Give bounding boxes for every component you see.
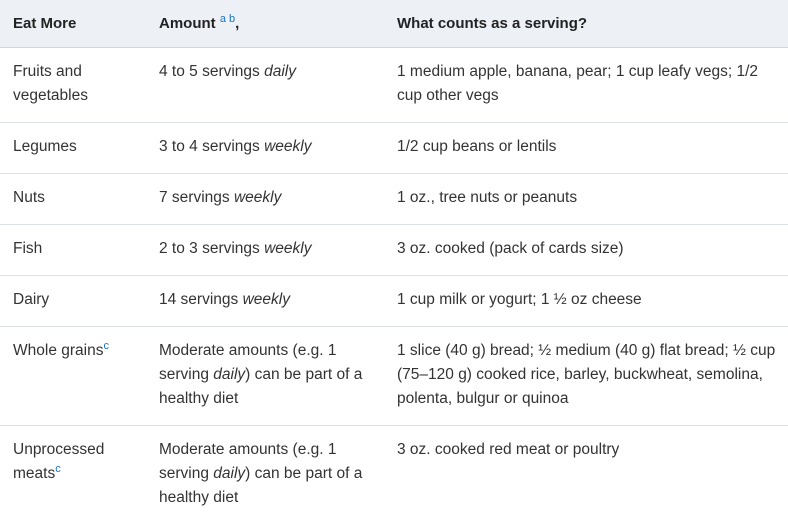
header-amount: Amount a b, [146,0,384,48]
amount-text: 14 servings [159,291,243,308]
cell-serving: 1 oz., tree nuts or peanuts [384,174,788,225]
amount-frequency: daily [213,366,245,383]
cell-amount: Moderate amounts (e.g. 1 serving daily) … [146,426,384,524]
cell-serving: 1/2 cup beans or lentils [384,123,788,174]
cell-food: Unprocessed meatsc [0,426,146,524]
cell-food: Legumes [0,123,146,174]
food-label: Fruits and vegetables [13,63,88,104]
amount-frequency: weekly [264,240,311,257]
cell-amount: 14 servings weekly [146,276,384,327]
cell-serving: 1 medium apple, banana, pear; 1 cup leaf… [384,48,788,123]
food-label: Unprocessed meats [13,441,104,482]
food-label: Legumes [13,138,77,155]
amount-frequency: daily [264,63,296,80]
amount-frequency: daily [213,465,245,482]
cell-amount: Moderate amounts (e.g. 1 serving daily) … [146,327,384,426]
food-label: Nuts [13,189,45,206]
amount-frequency: weekly [243,291,290,308]
amount-text: 4 to 5 servings [159,63,264,80]
header-eat-more: Eat More [0,0,146,48]
amount-text: 3 to 4 servings [159,138,264,155]
amount-frequency: weekly [234,189,281,206]
cell-amount: 2 to 3 servings weekly [146,225,384,276]
cell-serving: 1 slice (40 g) bread; ½ medium (40 g) fl… [384,327,788,426]
footnote-ref-ab[interactable]: a b [220,13,235,25]
cell-serving: 1 cup milk or yogurt; 1 ½ oz cheese [384,276,788,327]
table-body: Fruits and vegetables 4 to 5 servings dai… [0,48,788,524]
cell-amount: 7 servings weekly [146,174,384,225]
amount-text: 2 to 3 servings [159,240,264,257]
table-row: Fruits and vegetables 4 to 5 servings dai… [0,48,788,123]
header-serving: What counts as a serving? [384,0,788,48]
table-header: Eat More Amount a b, What counts as a se… [0,0,788,48]
food-label: Whole grains [13,342,103,359]
cell-amount: 4 to 5 servings daily [146,48,384,123]
amount-text: 7 servings [159,189,234,206]
cell-serving: 3 oz. cooked (pack of cards size) [384,225,788,276]
food-label: Dairy [13,291,49,308]
cell-serving: 3 oz. cooked red meat or poultry [384,426,788,524]
cell-food: Fish [0,225,146,276]
amount-frequency: weekly [264,138,311,155]
footnote-ref-c[interactable]: c [103,340,109,352]
header-amount-label: Amount [159,15,216,32]
food-label: Fish [13,240,42,257]
cell-food: Whole grainsc [0,327,146,426]
footnote-ref-c[interactable]: c [55,463,61,475]
cell-amount: 3 to 4 servings weekly [146,123,384,174]
cell-food: Nuts [0,174,146,225]
cell-food: Dairy [0,276,146,327]
header-row: Eat More Amount a b, What counts as a se… [0,0,788,48]
header-amount-comma: , [235,15,239,32]
cell-food: Fruits and vegetables [0,48,146,123]
